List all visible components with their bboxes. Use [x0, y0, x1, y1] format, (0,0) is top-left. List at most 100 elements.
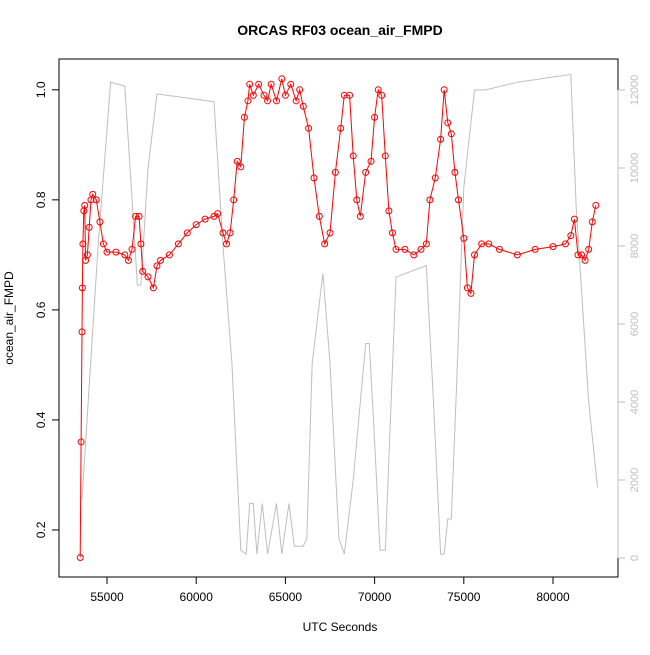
point — [440, 86, 448, 94]
point — [139, 267, 147, 275]
point — [278, 75, 286, 83]
point — [103, 248, 111, 256]
point — [431, 174, 439, 182]
y2-tick-label: 2000 — [629, 468, 641, 492]
point — [305, 124, 313, 132]
point — [437, 135, 445, 143]
point — [96, 218, 104, 226]
point — [385, 207, 393, 215]
point — [331, 168, 339, 176]
point — [467, 289, 475, 297]
x-tick-label: 60000 — [180, 590, 214, 604]
point — [337, 124, 345, 132]
point — [226, 229, 234, 237]
point — [246, 80, 254, 88]
point — [292, 97, 300, 105]
point — [249, 91, 257, 99]
y2-tick-label: 8000 — [629, 234, 641, 258]
y2-tick-label: 12000 — [629, 75, 641, 106]
point — [592, 201, 600, 209]
point — [260, 91, 268, 99]
point — [349, 152, 357, 160]
point — [392, 245, 400, 253]
y-tick-label: 0.4 — [34, 411, 48, 428]
point — [513, 251, 521, 259]
point — [76, 553, 84, 561]
point — [264, 97, 272, 105]
point — [426, 196, 434, 204]
point — [230, 196, 238, 204]
chart-title: ORCAS RF03 ocean_air_FMPD — [237, 22, 442, 38]
point — [374, 86, 382, 94]
point — [137, 240, 145, 248]
point — [381, 152, 389, 160]
y2-tick-label: 10000 — [629, 153, 641, 184]
x-tick-label: 65000 — [269, 590, 303, 604]
series-line — [79, 78, 597, 558]
x-tick-label: 55000 — [90, 590, 124, 604]
point — [340, 91, 348, 99]
point — [174, 240, 182, 248]
point — [83, 251, 91, 259]
point — [157, 256, 165, 264]
point — [460, 234, 468, 242]
point — [132, 212, 140, 220]
point — [362, 168, 370, 176]
y-axis-label: ocean_air_FMPD — [2, 271, 16, 365]
y2-tick-label: 4000 — [629, 390, 641, 414]
point — [149, 284, 157, 292]
point — [287, 80, 295, 88]
point — [451, 168, 459, 176]
point — [353, 196, 361, 204]
point — [124, 256, 132, 264]
point — [485, 240, 493, 248]
point — [410, 251, 418, 259]
point — [388, 229, 396, 237]
point — [326, 229, 334, 237]
point — [79, 240, 87, 248]
point — [367, 157, 375, 165]
point — [78, 284, 86, 292]
point — [588, 218, 596, 226]
x-tick-label: 75000 — [447, 590, 481, 604]
point — [315, 212, 323, 220]
point — [578, 251, 586, 259]
point — [422, 240, 430, 248]
point — [201, 215, 209, 223]
x-axis-label: UTC Seconds — [303, 620, 378, 634]
point — [495, 245, 503, 253]
point — [371, 113, 379, 121]
point — [471, 251, 479, 259]
point — [214, 210, 222, 218]
point — [356, 212, 364, 220]
point — [346, 91, 354, 99]
point — [255, 80, 263, 88]
point — [401, 245, 409, 253]
point — [417, 245, 425, 253]
point — [549, 243, 557, 251]
point — [463, 284, 471, 292]
y-tick-label: 0.6 — [34, 301, 48, 318]
point — [581, 256, 589, 264]
point — [192, 221, 200, 229]
point — [454, 196, 462, 204]
point — [561, 240, 569, 248]
point — [299, 102, 307, 110]
point — [81, 201, 89, 209]
point — [233, 157, 241, 165]
point — [447, 130, 455, 138]
point — [310, 174, 318, 182]
y2-tick-label: 6000 — [629, 312, 641, 336]
x-tick-label: 80000 — [536, 590, 570, 604]
point — [570, 215, 578, 223]
point — [89, 190, 97, 198]
y-tick-label: 0.2 — [34, 521, 48, 538]
point — [121, 251, 129, 259]
point — [531, 245, 539, 253]
point — [240, 113, 248, 121]
point — [135, 212, 143, 220]
point — [267, 80, 275, 88]
y2-tick-label: 0 — [629, 555, 641, 561]
series-line — [81, 73, 599, 556]
